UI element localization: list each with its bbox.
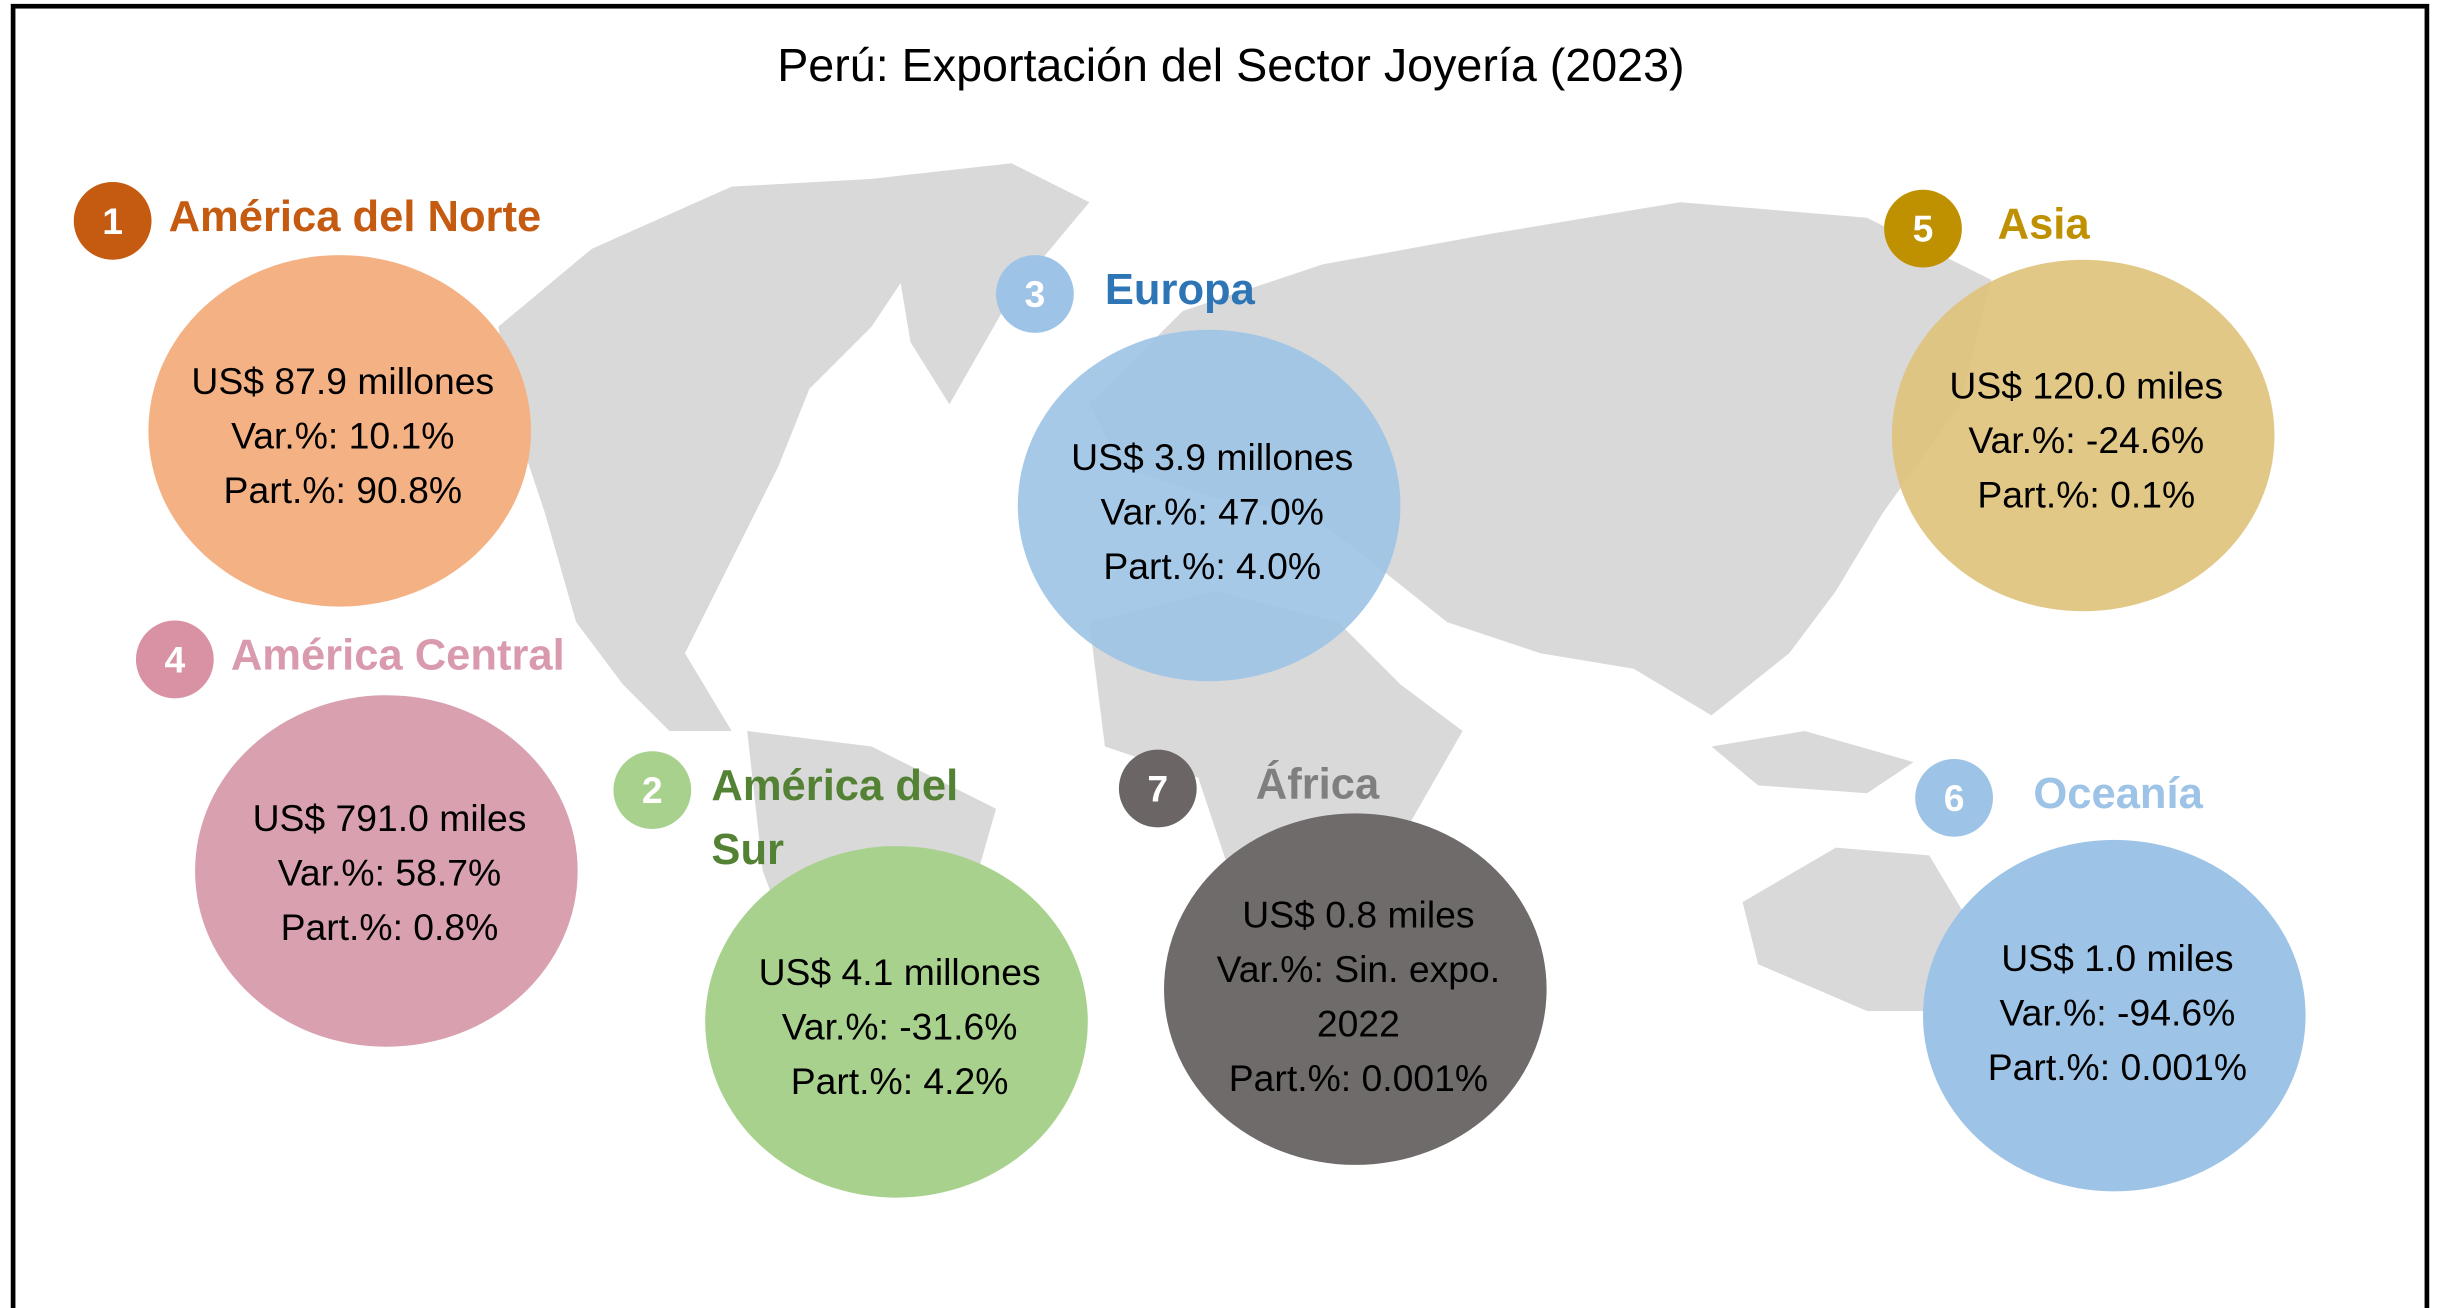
- region-stat: Var.%: Sin. expo.: [1217, 948, 1500, 990]
- australia: [1742, 847, 1976, 1011]
- region-stat: 2022: [1317, 1002, 1400, 1044]
- region-stat: Part.%: 0.001%: [1988, 1046, 2247, 1088]
- world-map: [498, 163, 1992, 1120]
- region-stat: Part.%: 4.0%: [1103, 545, 1321, 587]
- rank-badge: [996, 255, 1074, 333]
- region-stat: Var.%: -24.6%: [1968, 419, 2204, 461]
- region-bubble: [1891, 259, 2275, 612]
- north-america: [498, 178, 934, 731]
- region-bubble: [705, 846, 1088, 1198]
- region: 5 Asia US$ 120.0 miles Var.%: -24.6% Part.%:…: [1884, 189, 2275, 612]
- region-bubble: [1922, 839, 2306, 1192]
- rank-number: 3: [1025, 273, 1046, 315]
- region-bubble: [195, 695, 578, 1047]
- indonesia: [1711, 730, 1914, 794]
- greenland: [871, 163, 1090, 405]
- region-bubble: [1164, 813, 1547, 1165]
- region-name: Sur: [711, 826, 784, 874]
- region-stat: US$ 3.9 millones: [1071, 436, 1353, 478]
- rank-badge: [135, 620, 214, 699]
- region-stat: US$ 1.0 miles: [2001, 937, 2233, 979]
- region-stat: US$ 87.9 millones: [191, 360, 494, 402]
- region-bubble: [1017, 329, 1401, 682]
- rank-badge: [1884, 189, 1962, 268]
- region-stat: US$ 120.0 miles: [1949, 365, 2223, 407]
- region: 7 África US$ 0.8 miles Var.%: Sin. expo. 202…: [1118, 749, 1547, 1165]
- region: 4 América Central US$ 791.0 miles Var.%: 58…: [135, 620, 578, 1047]
- regions: 1 América del Norte US$ 87.9 millones Var.%…: [73, 181, 2306, 1198]
- region-name: Asia: [1998, 201, 2091, 249]
- region-name: África: [1256, 758, 1380, 808]
- region-stat: Part.%: 4.2%: [791, 1060, 1009, 1102]
- region: 3 Europa US$ 3.9 millones Var.%: 47.0% Part.…: [996, 255, 1401, 682]
- rank-badge: [1915, 758, 1993, 837]
- rank-number: 1: [102, 200, 123, 242]
- region-stat: US$ 791.0 miles: [253, 797, 527, 839]
- rank-number: 4: [164, 638, 185, 680]
- rank-number: 5: [1913, 208, 1934, 250]
- region: 6 Oceanía US$ 1.0 miles Var.%: -94.6% Part.%…: [1915, 758, 2306, 1192]
- region-stat: Var.%: -31.6%: [782, 1005, 1018, 1047]
- region-bubble: [148, 255, 532, 607]
- rank-number: 6: [1944, 777, 1965, 819]
- region-name: América Central: [231, 631, 565, 679]
- rank-number: 7: [1147, 768, 1168, 810]
- rank-number: 2: [642, 769, 663, 811]
- region: 1 América del Norte US$ 87.9 millones Var.%…: [73, 181, 542, 607]
- region-stat: Part.%: 0.8%: [281, 906, 499, 948]
- region-stat: Var.%: 58.7%: [278, 851, 501, 893]
- region-stat: Var.%: 10.1%: [231, 414, 454, 456]
- region-stat: Part.%: 0.001%: [1229, 1057, 1488, 1099]
- region-stat: Part.%: 0.1%: [1977, 474, 2195, 516]
- region-name: Oceanía: [2033, 770, 2203, 818]
- region-name: América del Norte: [169, 193, 542, 241]
- rank-badge: [613, 751, 692, 829]
- eurasia: [1089, 202, 1992, 716]
- region-stat: Part.%: 90.8%: [224, 469, 463, 511]
- region-stat: US$ 0.8 miles: [1242, 893, 1474, 935]
- region-name: Europa: [1105, 266, 1256, 314]
- rank-badge: [73, 181, 152, 260]
- region-stat: Var.%: -94.6%: [2000, 991, 2236, 1033]
- title: Perú: Exportación del Sector Joyería (20…: [777, 39, 1684, 91]
- rank-badge: [1118, 749, 1197, 828]
- region-name: América del: [711, 762, 958, 810]
- region: 2 América del Sur US$ 4.1 millones Var.%: -3…: [613, 751, 1088, 1198]
- region-stat: Var.%: 47.0%: [1101, 491, 1324, 533]
- region-stat: US$ 4.1 millones: [759, 951, 1041, 993]
